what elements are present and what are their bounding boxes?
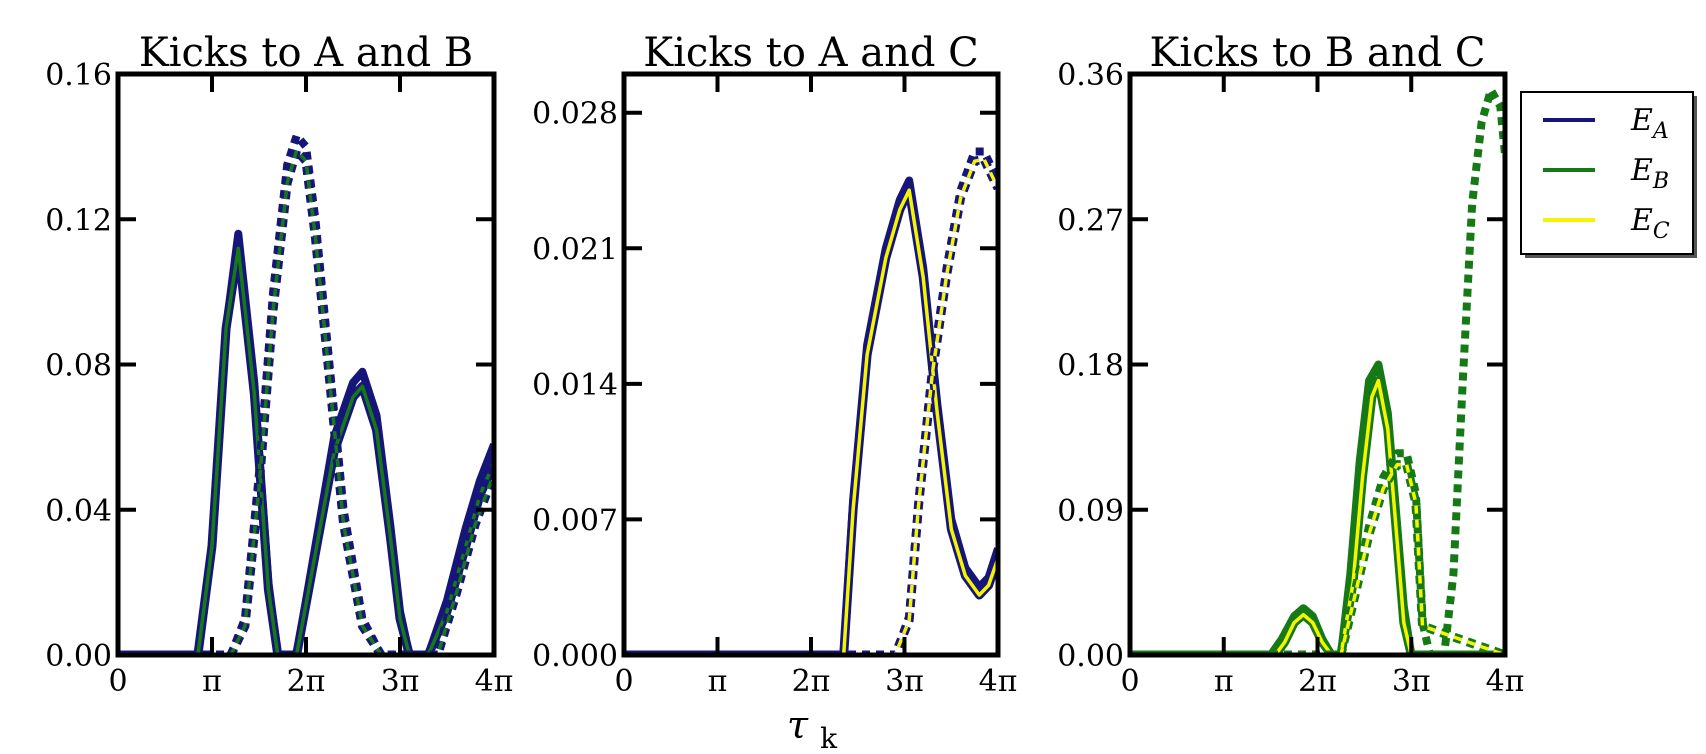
axes-frame [621, 71, 1001, 658]
y-tick-label: 0.00 [45, 639, 112, 674]
y-tick-label: 0.36 [1057, 58, 1124, 93]
y-tick-label: 0.021 [532, 232, 618, 267]
x-axis-label-subscript: k [820, 722, 838, 754]
y-tick-label: 0.007 [532, 503, 618, 538]
axes-frame [115, 71, 497, 658]
x-axis-label: τ k [787, 703, 838, 754]
y-tick-label: 0.028 [532, 97, 618, 132]
series-line-ea-dotted [624, 147, 998, 655]
panel-title: Kicks to B and C [1149, 30, 1485, 76]
legend-label-subscript: C [1653, 219, 1670, 244]
x-tick-label: π [202, 664, 222, 699]
panel-title: Kicks to A and B [139, 30, 473, 76]
x-tick-label: 3π [885, 664, 924, 699]
axes-frame [1127, 71, 1508, 658]
legend-label: EB [1630, 153, 1669, 194]
series-group [118, 131, 494, 655]
legend-label-main: E [1630, 153, 1653, 188]
series-line-ec-solid [1130, 378, 1505, 655]
y-tick-label: 0.09 [1057, 494, 1124, 529]
panel-3: 0.00 0.09 0.18 0.27 0.36 0 π 2π 3π 4π Kicks to B a… [1057, 30, 1524, 699]
series-line-eb-dotted [118, 148, 494, 655]
series-group [1130, 86, 1505, 655]
legend-label-main: E [1630, 103, 1653, 138]
y-tick-label: 0.000 [532, 639, 618, 674]
x-tick-label: 2π [287, 664, 326, 699]
y-tick-label: 0.27 [1057, 203, 1124, 238]
legend-label: EA [1630, 103, 1669, 144]
panels: 0.00 0.04 0.08 0.12 0.16 0 π 2π 3π 4π Kicks to A a… [45, 30, 1524, 699]
series-line-ec-dotted [624, 157, 998, 655]
legend-label: EC [1630, 203, 1670, 244]
series-group [624, 147, 998, 655]
series-line-eb-dotted [1130, 86, 1505, 655]
y-tick-label: 0.00 [1057, 639, 1124, 674]
series-line-ec-solid [624, 188, 998, 655]
x-tick-label: π [708, 664, 728, 699]
x-axis-label-main: τ [787, 703, 809, 747]
series-line-outline [118, 243, 494, 655]
x-tick-label: 0 [614, 664, 633, 699]
legend-item-ea: EA [1543, 103, 1669, 144]
series-line-eb-solid [118, 246, 494, 655]
panel-1: 0.00 0.04 0.08 0.12 0.16 0 π 2π 3π 4π Kicks to A a… [45, 30, 513, 699]
series-line-outline [624, 185, 998, 655]
series-line-outline [624, 154, 998, 655]
panel-2: 0.000 0.007 0.014 0.021 0.028 0 π 2π 3π 4π Kicks t… [532, 30, 1017, 699]
y-tick-label: 0.08 [45, 349, 112, 384]
legend-item-ec: EC [1543, 203, 1670, 244]
x-tick-label: 4π [979, 664, 1018, 699]
x-tick-label: 3π [381, 664, 420, 699]
legend-item-eb: EB [1543, 153, 1669, 194]
legend-label-main: E [1630, 203, 1653, 238]
panel-title: Kicks to A and C [643, 30, 979, 76]
x-tick-label: π [1214, 664, 1234, 699]
y-tick-label: 0.18 [1057, 349, 1124, 384]
legend-label-subscript: B [1652, 169, 1669, 194]
y-tick-label: 0.12 [45, 203, 112, 238]
y-tick-label: 0.16 [45, 58, 112, 93]
x-tick-label: 3π [1392, 664, 1431, 699]
legend-label-subscript: A [1651, 119, 1669, 144]
y-tick-label: 0.04 [45, 494, 112, 529]
x-tick-label: 2π [1298, 664, 1337, 699]
x-tick-label: 0 [108, 664, 127, 699]
x-tick-label: 4π [475, 664, 514, 699]
series-line-ec-dotted [1130, 462, 1505, 655]
y-tick-label: 0.014 [532, 368, 618, 403]
x-tick-label: 4π [1486, 664, 1525, 699]
x-tick-label: 2π [792, 664, 831, 699]
x-tick-label: 0 [1120, 664, 1139, 699]
